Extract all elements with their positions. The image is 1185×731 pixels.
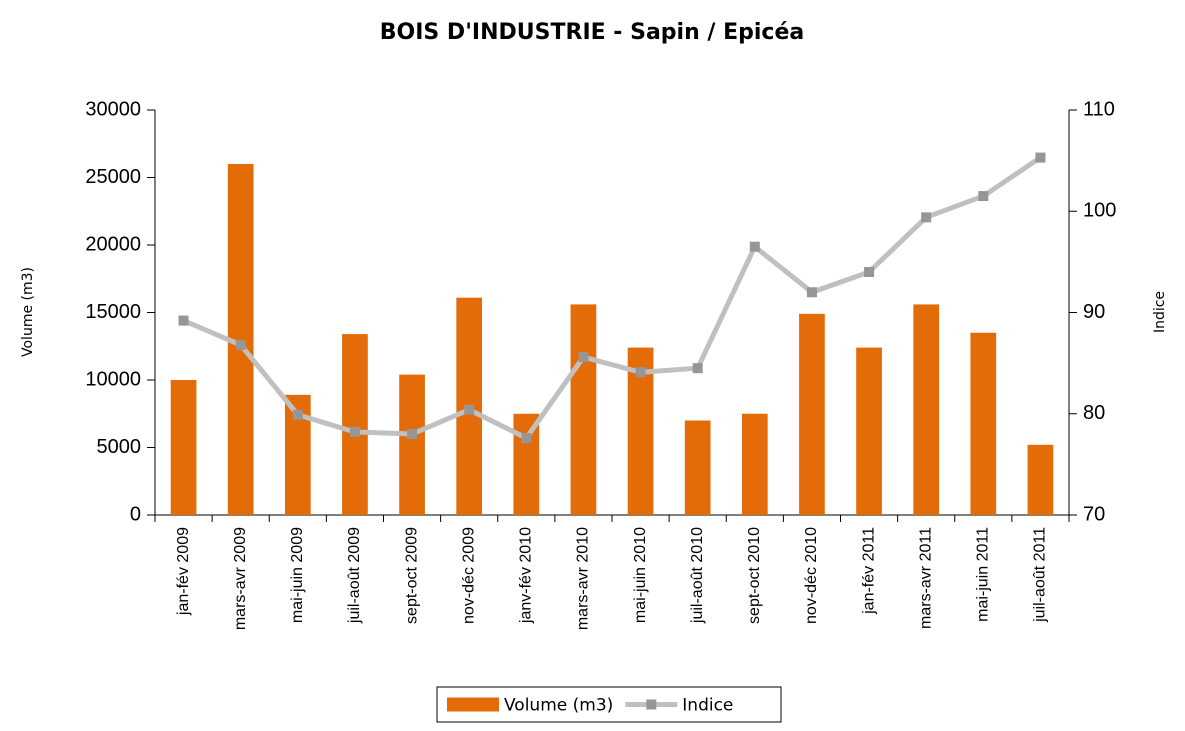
y-axis-label: Volume (m3): [20, 267, 36, 357]
x-tick-label: mars-avr 2009: [232, 527, 249, 630]
x-tick-label: nov-déc 2010: [803, 527, 820, 624]
x-tick-label: sept-oct 2009: [403, 527, 420, 624]
marker: [978, 191, 989, 202]
x-tick-label: juil-août 2011: [1032, 527, 1049, 623]
y-tick-label: 20000: [85, 233, 141, 255]
x-tick-label: jan-fév 2011: [860, 527, 877, 615]
marker: [806, 287, 817, 298]
marker: [178, 315, 189, 326]
y-tick-label: 15000: [85, 301, 141, 323]
bar: [570, 304, 597, 515]
y-tick-label: 10000: [85, 368, 141, 390]
legend-swatch: [447, 697, 499, 712]
marker: [692, 363, 703, 374]
bar: [799, 313, 825, 515]
x-tick-label: mai-juin 2011: [975, 527, 992, 622]
marker: [921, 212, 932, 223]
legend-marker: [646, 699, 657, 710]
bar: [342, 334, 368, 515]
marker: [235, 339, 246, 350]
bar: [1027, 444, 1054, 515]
marker: [407, 429, 418, 439]
bar: [913, 304, 940, 515]
x-tick-label: mars-avr 2011: [917, 527, 934, 629]
x-tick-label: mai-juin 2010: [632, 527, 649, 623]
line: [182, 155, 1042, 441]
x-tick-label: mars-avr 2010: [575, 527, 592, 630]
marker: [292, 409, 303, 420]
x-tick-label: jan-fév 2009: [175, 527, 192, 616]
bar: [399, 374, 425, 515]
marker: [635, 367, 646, 378]
marker: [749, 241, 760, 252]
marker: [864, 267, 875, 277]
bar: [170, 380, 197, 515]
chart-title: BOIS D'INDUSTRIE - Sapin / Epicéa: [380, 20, 804, 45]
y-tick-label: 30000: [85, 98, 141, 120]
marker: [1035, 152, 1046, 163]
legend-label: Indice: [682, 696, 733, 716]
y-tick-label: 25000: [85, 166, 141, 188]
x-tick-label: mai-juin 2009: [289, 527, 306, 623]
marker: [349, 426, 360, 437]
y2-tick-label: 90: [1083, 301, 1105, 323]
x-tick-label: juil-août 2009: [346, 527, 363, 624]
x-tick-label: sept-oct 2010: [746, 527, 763, 624]
bar: [684, 420, 711, 515]
y2-tick-label: 70: [1083, 503, 1105, 525]
y2-tick-label: 80: [1083, 402, 1105, 424]
x-tick-label: nov-déc 2009: [460, 527, 477, 624]
y2-axis-label: Indice: [1152, 291, 1168, 333]
x-tick-label: juil-août 2010: [689, 527, 706, 624]
bar: [741, 413, 768, 515]
bar: [513, 413, 540, 515]
bar: [856, 347, 882, 515]
y2-tick-label: 110: [1083, 98, 1115, 120]
x-tick-label: janv-fév 2010: [518, 527, 535, 624]
marker: [521, 433, 532, 444]
marker: [578, 352, 589, 363]
y-tick-label: 5000: [97, 436, 142, 458]
bar: [970, 332, 997, 515]
legend-label: Volume (m3): [504, 696, 613, 716]
y-tick-label: 0: [130, 503, 141, 525]
y2-tick-label: 100: [1083, 200, 1116, 222]
marker: [464, 404, 475, 415]
